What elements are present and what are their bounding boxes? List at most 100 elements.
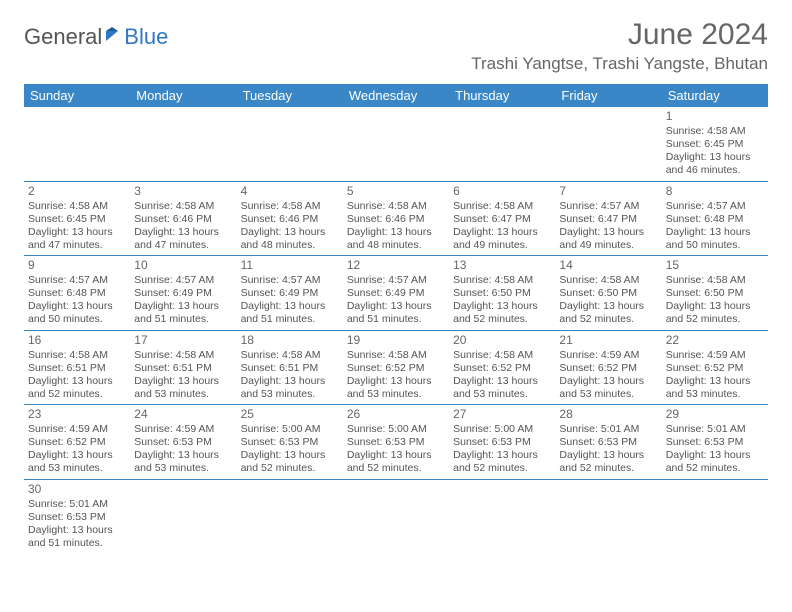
sunset-text: Sunset: 6:47 PM	[453, 213, 551, 226]
day-number: 18	[241, 333, 339, 348]
daylight-text: Daylight: 13 hours and 52 minutes.	[453, 449, 551, 475]
daylight-text: Daylight: 13 hours and 53 minutes.	[453, 375, 551, 401]
calendar-cell: 12Sunrise: 4:57 AMSunset: 6:49 PMDayligh…	[343, 256, 449, 331]
day-number: 28	[559, 407, 657, 422]
daylight-text: Daylight: 13 hours and 48 minutes.	[347, 226, 445, 252]
calendar-cell: 13Sunrise: 4:58 AMSunset: 6:50 PMDayligh…	[449, 256, 555, 331]
calendar-cell-empty	[130, 107, 236, 181]
calendar-cell: 29Sunrise: 5:01 AMSunset: 6:53 PMDayligh…	[662, 405, 768, 480]
sunset-text: Sunset: 6:50 PM	[559, 287, 657, 300]
day-number: 6	[453, 184, 551, 199]
day-number: 9	[28, 258, 126, 273]
calendar-cell: 30Sunrise: 5:01 AMSunset: 6:53 PMDayligh…	[24, 479, 130, 553]
calendar-cell: 28Sunrise: 5:01 AMSunset: 6:53 PMDayligh…	[555, 405, 661, 480]
sunrise-text: Sunrise: 5:01 AM	[666, 423, 764, 436]
sunrise-text: Sunrise: 4:58 AM	[666, 125, 764, 138]
calendar-cell: 1Sunrise: 4:58 AMSunset: 6:45 PMDaylight…	[662, 107, 768, 181]
weekday-header: Monday	[130, 84, 236, 107]
location-subtitle: Trashi Yangtse, Trashi Yangste, Bhutan	[471, 54, 768, 74]
daylight-text: Daylight: 13 hours and 48 minutes.	[241, 226, 339, 252]
day-number: 14	[559, 258, 657, 273]
sunrise-text: Sunrise: 4:58 AM	[347, 349, 445, 362]
day-number: 12	[347, 258, 445, 273]
calendar-cell-empty	[130, 479, 236, 553]
calendar-cell: 22Sunrise: 4:59 AMSunset: 6:52 PMDayligh…	[662, 330, 768, 405]
sunset-text: Sunset: 6:45 PM	[666, 138, 764, 151]
day-number: 10	[134, 258, 232, 273]
sunrise-text: Sunrise: 4:58 AM	[666, 274, 764, 287]
calendar-cell: 5Sunrise: 4:58 AMSunset: 6:46 PMDaylight…	[343, 181, 449, 256]
daylight-text: Daylight: 13 hours and 53 minutes.	[28, 449, 126, 475]
calendar-row: 2 Sunrise: 4:58 AM Sunset: 6:45 PM Daylight…	[24, 181, 768, 256]
daylight-text: Daylight: 13 hours and 51 minutes.	[28, 524, 126, 550]
sunset-text: Sunset: 6:48 PM	[28, 287, 126, 300]
day-number: 16	[28, 333, 126, 348]
sunrise-text: Sunrise: 4:58 AM	[241, 200, 339, 213]
calendar-cell: 3Sunrise: 4:58 AMSunset: 6:46 PMDaylight…	[130, 181, 236, 256]
day-number: 4	[241, 184, 339, 199]
sunrise-text: Sunrise: 4:58 AM	[453, 200, 551, 213]
daylight-text: Daylight: 13 hours and 53 minutes.	[134, 375, 232, 401]
day-number: 11	[241, 258, 339, 273]
sunset-text: Sunset: 6:45 PM	[28, 213, 126, 226]
sunset-text: Sunset: 6:48 PM	[666, 213, 764, 226]
sunset-text: Sunset: 6:53 PM	[134, 436, 232, 449]
sunset-text: Sunset: 6:53 PM	[241, 436, 339, 449]
calendar-cell-empty	[555, 107, 661, 181]
sunrise-text: Sunrise: 5:00 AM	[347, 423, 445, 436]
sunset-text: Sunset: 6:51 PM	[28, 362, 126, 375]
logo-text-dark: General	[24, 24, 102, 50]
daylight-text: Daylight: 13 hours and 52 minutes.	[453, 300, 551, 326]
calendar-cell: 10Sunrise: 4:57 AMSunset: 6:49 PMDayligh…	[130, 256, 236, 331]
logo-mark-icon	[106, 27, 122, 41]
sunset-text: Sunset: 6:53 PM	[453, 436, 551, 449]
sunrise-text: Sunrise: 4:59 AM	[134, 423, 232, 436]
sunrise-text: Sunrise: 4:57 AM	[134, 274, 232, 287]
daylight-text: Daylight: 13 hours and 51 minutes.	[134, 300, 232, 326]
day-number: 5	[347, 184, 445, 199]
sunset-text: Sunset: 6:53 PM	[347, 436, 445, 449]
sunset-text: Sunset: 6:50 PM	[453, 287, 551, 300]
day-number: 25	[241, 407, 339, 422]
daylight-text: Daylight: 13 hours and 49 minutes.	[559, 226, 657, 252]
day-number: 2	[28, 184, 126, 199]
day-number: 19	[347, 333, 445, 348]
sunset-text: Sunset: 6:53 PM	[666, 436, 764, 449]
calendar-cell: 19Sunrise: 4:58 AMSunset: 6:52 PMDayligh…	[343, 330, 449, 405]
sunrise-text: Sunrise: 4:58 AM	[453, 274, 551, 287]
daylight-text: Daylight: 13 hours and 49 minutes.	[453, 226, 551, 252]
daylight-text: Daylight: 13 hours and 53 minutes.	[666, 375, 764, 401]
sunrise-text: Sunrise: 4:57 AM	[28, 274, 126, 287]
sunset-text: Sunset: 6:49 PM	[241, 287, 339, 300]
logo-text-blue: Blue	[124, 24, 168, 50]
calendar-body: 1Sunrise: 4:58 AMSunset: 6:45 PMDaylight…	[24, 107, 768, 553]
calendar-cell-empty	[343, 479, 449, 553]
daylight-text: Daylight: 13 hours and 53 minutes.	[134, 449, 232, 475]
sunset-text: Sunset: 6:46 PM	[241, 213, 339, 226]
weekday-header: Friday	[555, 84, 661, 107]
sunset-text: Sunset: 6:52 PM	[666, 362, 764, 375]
weekday-header: Sunday	[24, 84, 130, 107]
sunset-text: Sunset: 6:52 PM	[28, 436, 126, 449]
calendar-cell-empty	[237, 479, 343, 553]
calendar-cell-empty	[449, 107, 555, 181]
daylight-text: Daylight: 13 hours and 53 minutes.	[347, 375, 445, 401]
calendar-table: SundayMondayTuesdayWednesdayThursdayFrid…	[24, 84, 768, 553]
calendar-cell-empty	[662, 479, 768, 553]
day-number: 24	[134, 407, 232, 422]
day-number: 8	[666, 184, 764, 199]
sunset-text: Sunset: 6:49 PM	[347, 287, 445, 300]
sunset-text: Sunset: 6:53 PM	[28, 511, 126, 524]
page-title: June 2024	[471, 18, 768, 52]
day-number: 1	[666, 109, 764, 124]
logo: General Blue	[24, 24, 168, 50]
sunrise-text: Sunrise: 4:57 AM	[347, 274, 445, 287]
sunset-text: Sunset: 6:53 PM	[559, 436, 657, 449]
daylight-text: Daylight: 13 hours and 50 minutes.	[666, 226, 764, 252]
calendar-row: 23Sunrise: 4:59 AMSunset: 6:52 PMDayligh…	[24, 405, 768, 480]
calendar-cell: 16Sunrise: 4:58 AMSunset: 6:51 PMDayligh…	[24, 330, 130, 405]
day-number: 3	[134, 184, 232, 199]
calendar-row: 16 Sunrise: 4:58 AM Sunset: 6:51 PM Dayligh…	[24, 330, 768, 405]
weekday-header: Wednesday	[343, 84, 449, 107]
calendar-row: 30Sunrise: 5:01 AMSunset: 6:53 PMDayligh…	[24, 479, 768, 553]
